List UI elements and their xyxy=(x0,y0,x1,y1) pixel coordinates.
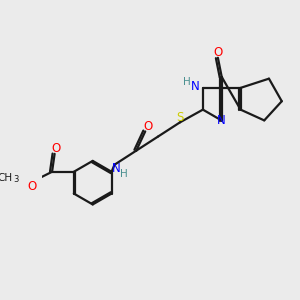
Text: CH: CH xyxy=(0,173,13,183)
Text: 3: 3 xyxy=(13,175,18,184)
Text: N: N xyxy=(218,114,226,127)
Text: N: N xyxy=(191,80,200,93)
Text: S: S xyxy=(176,111,184,124)
Text: O: O xyxy=(27,180,36,193)
Text: O: O xyxy=(51,142,61,155)
Text: O: O xyxy=(213,46,223,59)
Text: H: H xyxy=(120,169,127,179)
Text: O: O xyxy=(143,120,152,133)
Text: H: H xyxy=(183,77,191,87)
Text: N: N xyxy=(111,162,120,175)
